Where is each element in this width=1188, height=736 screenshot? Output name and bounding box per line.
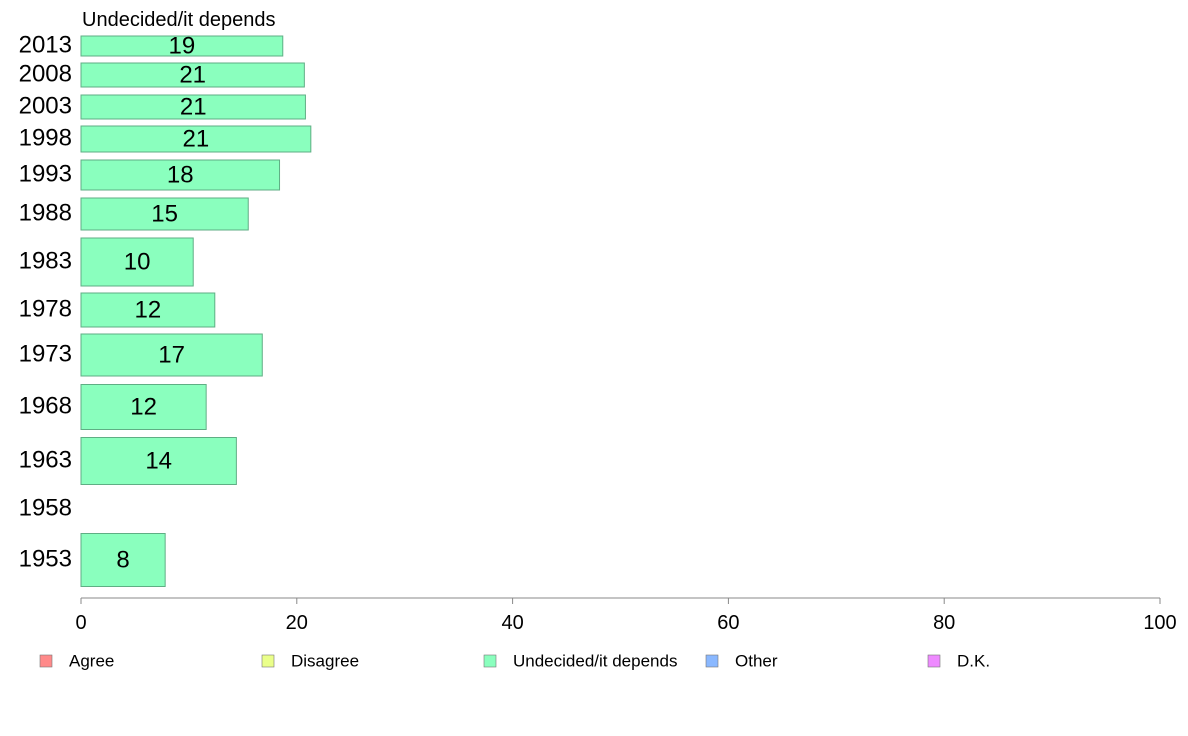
data-label: 21 xyxy=(179,61,206,88)
category-label: 1988 xyxy=(19,199,72,226)
data-label: 12 xyxy=(130,393,157,420)
category-label: 1973 xyxy=(19,340,72,367)
legend-swatch xyxy=(927,654,941,668)
bar xyxy=(80,94,306,120)
legend-label: Disagree xyxy=(291,651,359,670)
data-label: 15 xyxy=(151,200,178,227)
bar xyxy=(80,237,194,287)
series-title: Undecided/it depends xyxy=(82,9,275,31)
legend-label: D.K. xyxy=(957,651,990,670)
bar xyxy=(80,384,207,430)
x-tick-label: 0 xyxy=(75,612,86,634)
x-axis: 0 20 40 60 80 100 xyxy=(75,597,1177,634)
data-label: 8 xyxy=(116,546,129,573)
category-label: 2008 xyxy=(19,60,72,87)
legend-label: Undecided/it depends xyxy=(513,651,677,670)
legend-label: Other xyxy=(735,651,778,670)
bars-group: 2013 19 2008 21 2003 21 1998 21 1993 18 1988 15 1983… xyxy=(19,31,312,587)
data-label: 17 xyxy=(158,341,185,368)
bar xyxy=(80,197,249,231)
category-label: 1993 xyxy=(19,160,72,187)
x-tick-label: 80 xyxy=(933,612,955,634)
bar xyxy=(80,533,166,587)
category-label: 1998 xyxy=(19,124,72,151)
category-label: 1963 xyxy=(19,446,72,473)
category-label: 1958 xyxy=(19,494,72,521)
x-tick-label: 40 xyxy=(501,612,523,634)
legend-swatch xyxy=(705,654,719,668)
legend-label: Agree xyxy=(69,651,114,670)
data-label: 12 xyxy=(135,296,162,323)
legend-swatch xyxy=(483,654,497,668)
bar xyxy=(80,292,216,328)
legend-swatch xyxy=(261,654,275,668)
category-label: 2003 xyxy=(19,92,72,119)
category-label: 1953 xyxy=(19,545,72,572)
bar xyxy=(80,35,284,57)
data-label: 14 xyxy=(145,447,172,474)
x-tick-label: 100 xyxy=(1143,612,1176,634)
category-label: 1978 xyxy=(19,295,72,322)
category-label: 2013 xyxy=(19,31,72,58)
bar xyxy=(80,437,237,485)
x-tick-label: 20 xyxy=(286,612,308,634)
legend-swatch xyxy=(39,654,53,668)
bar xyxy=(80,159,281,191)
bar xyxy=(80,62,305,88)
bar xyxy=(80,333,263,377)
data-label: 19 xyxy=(169,32,196,59)
data-label: 21 xyxy=(183,125,210,152)
data-label: 21 xyxy=(180,93,207,120)
x-tick-label: 60 xyxy=(717,612,739,634)
bar xyxy=(80,125,312,153)
category-label: 1968 xyxy=(19,392,72,419)
data-label: 10 xyxy=(124,248,151,275)
legend: Agree Disagree Undecided/it depends Other D.… xyxy=(39,651,990,670)
data-label: 18 xyxy=(167,161,194,188)
category-label: 1983 xyxy=(19,247,72,274)
